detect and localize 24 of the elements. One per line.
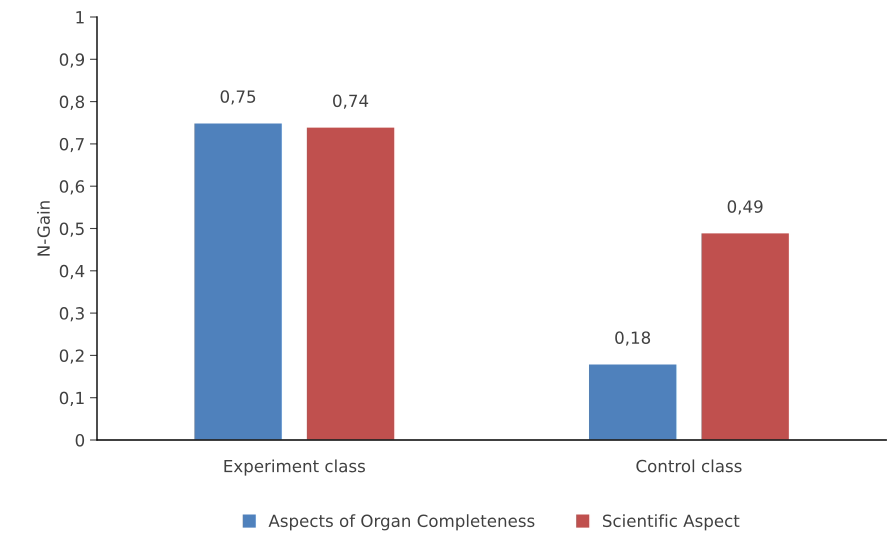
bar: [305, 126, 396, 440]
bar: [192, 122, 284, 440]
legend-label: Aspects of Organ Completeness: [268, 514, 534, 530]
y-tick-label: 0,3: [60, 307, 84, 322]
y-tick-label: 0,6: [60, 180, 84, 194]
y-tick-label: 0,4: [60, 264, 84, 280]
y-tick-label: 0,8: [60, 96, 84, 110]
y-tick-label: 0,5: [60, 222, 84, 237]
data-label: 0,18: [615, 331, 650, 346]
data-label: 0,75: [220, 90, 256, 105]
data-label: 0,49: [728, 200, 763, 215]
y-axis-title: N-Gain: [37, 201, 50, 256]
y-tick-label: 0: [76, 434, 84, 447]
x-tick-label: Control class: [636, 459, 742, 472]
y-tick-label: 0,1: [60, 392, 84, 406]
y-tick-label: 0,2: [60, 349, 84, 364]
bar: [700, 232, 790, 440]
data-label: 0,74: [333, 94, 368, 109]
x-tick-label: Experiment class: [224, 459, 365, 476]
legend-label: Scientific Aspect: [602, 514, 740, 530]
y-tick-label: 0,9: [60, 53, 84, 68]
bar: [588, 363, 678, 440]
y-tick-label: 0,7: [60, 138, 84, 152]
y-tick-label: 1: [76, 11, 84, 24]
